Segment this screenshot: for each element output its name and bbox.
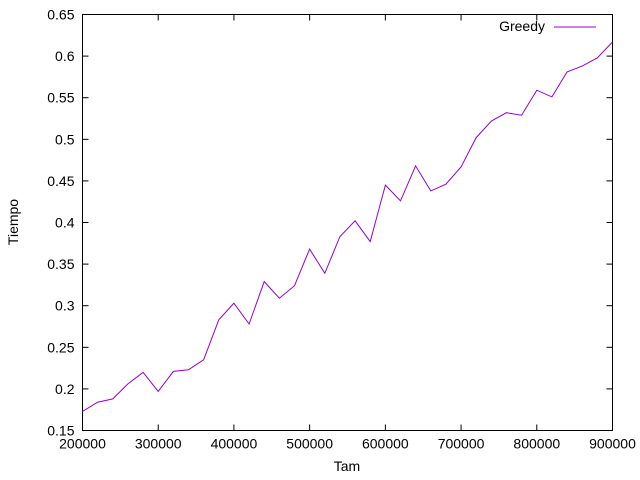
y-axis-ticks: 0.15 0.2 0.25 0.3 0.35 0.4 0.45 0.5 0.55 0.6 0.65	[47, 7, 613, 439]
x-tick-label: 500000	[286, 436, 333, 452]
x-tick-label: 800000	[513, 436, 560, 452]
y-tick-label: 0.35	[47, 256, 74, 272]
series-line-greedy	[82, 41, 613, 412]
x-tick-label: 700000	[438, 436, 485, 452]
x-tick-label: 600000	[362, 436, 409, 452]
y-tick-label: 0.2	[55, 381, 75, 397]
y-tick-label: 0.4	[55, 215, 75, 231]
y-tick-label: 0.65	[47, 7, 74, 23]
y-tick-label: 0.5	[55, 131, 75, 147]
x-axis-title: Tam	[334, 458, 360, 474]
x-tick-label: 300000	[135, 436, 182, 452]
series-layer	[82, 41, 613, 412]
y-tick-label: 0.55	[47, 90, 74, 106]
x-tick-label: 400000	[211, 436, 258, 452]
x-tick-label: 900000	[589, 436, 636, 452]
x-axis-ticks: 200000 300000 400000 500000 600000 700000 8000…	[59, 14, 636, 452]
y-tick-label: 0.25	[47, 339, 74, 355]
legend-label: Greedy	[499, 18, 545, 34]
y-tick-label: 0.6	[55, 48, 75, 64]
y-tick-label: 0.45	[47, 173, 74, 189]
plot-border	[82, 14, 613, 431]
y-tick-label: 0.15	[47, 423, 74, 439]
y-tick-label: 0.3	[55, 298, 75, 314]
x-tick-label: 200000	[59, 436, 106, 452]
y-axis-title: Tiempo	[5, 199, 21, 245]
legend: Greedy	[499, 18, 596, 34]
